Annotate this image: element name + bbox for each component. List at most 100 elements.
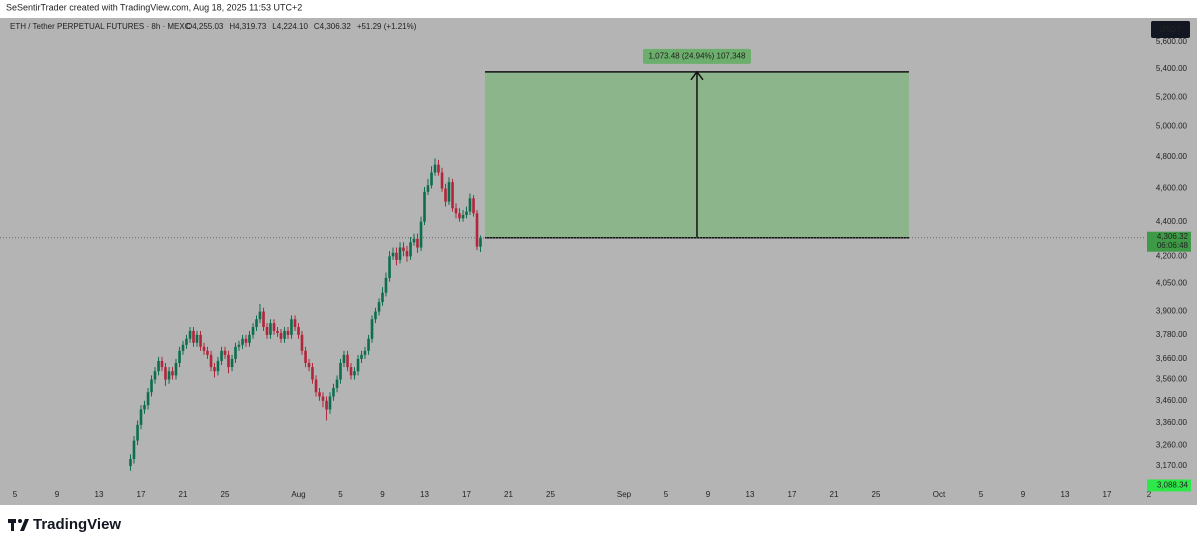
y-tick-label: 4,050.00 (1156, 279, 1188, 288)
x-tick-label: Sep (617, 490, 632, 499)
candle-body (143, 405, 146, 410)
candle-body (321, 396, 325, 401)
candle-body (230, 358, 234, 368)
candle-body (258, 311, 262, 320)
candle-body (234, 346, 237, 359)
candle-body (440, 172, 444, 189)
candle-body (335, 379, 339, 388)
candle-body (437, 164, 440, 173)
candle-body (139, 409, 143, 425)
candle-body (241, 338, 244, 345)
y-tick-label: 4,800.00 (1156, 152, 1188, 161)
candle-body (286, 330, 290, 335)
candle-body (153, 371, 157, 380)
y-tick-label: 3,660.00 (1156, 354, 1188, 363)
x-tick-label: 17 (788, 490, 797, 499)
x-tick-label: 9 (706, 490, 711, 499)
x-tick-label: 5 (979, 490, 984, 499)
last-price-label: 4,306.32 (1157, 232, 1189, 241)
candle-body (332, 387, 335, 397)
candle-body (157, 360, 160, 372)
candle-body (272, 323, 276, 331)
candle-body (248, 334, 251, 343)
currency-label[interactable]: USDT (1159, 25, 1181, 34)
candle-body (293, 319, 297, 328)
candle-body (279, 332, 283, 339)
candle-body (398, 247, 402, 260)
candle-body (209, 354, 213, 368)
legend-value: C4,306.32 (314, 22, 351, 31)
x-tick-label: 9 (55, 490, 60, 499)
candle-body (178, 350, 181, 363)
credit: SeSentirTrader created with TradingView.… (6, 2, 302, 12)
x-tick-label: 17 (1103, 490, 1112, 499)
candle-body (416, 238, 419, 248)
candle-body (297, 327, 300, 335)
low-marker-label: 3,088.34 (1157, 481, 1189, 490)
candle-body (192, 330, 195, 343)
candle-body (311, 367, 314, 380)
y-tick-label: 3,900.00 (1156, 307, 1188, 316)
candle-body (146, 392, 150, 406)
candle-body (447, 182, 451, 202)
x-tick-label: 9 (1021, 490, 1026, 499)
candle-body (220, 350, 223, 361)
candle-body (202, 346, 206, 351)
x-tick-label: 13 (420, 490, 429, 499)
candle-body (423, 191, 426, 222)
candle-body (136, 424, 139, 441)
candle-body (458, 213, 461, 219)
candle-body (314, 379, 318, 393)
candle-body (475, 213, 479, 247)
y-tick-label: 3,360.00 (1156, 418, 1188, 427)
candle-body (370, 319, 374, 339)
y-tick-label: 3,560.00 (1156, 375, 1188, 384)
x-tick-label: 21 (504, 490, 513, 499)
y-tick-label: 5,400.00 (1156, 64, 1188, 73)
candle-body (167, 371, 171, 380)
candle-body (164, 367, 167, 380)
x-tick-label: 5 (664, 490, 669, 499)
x-tick-label: 13 (1061, 490, 1070, 499)
candle-body (426, 185, 430, 192)
legend-value: O4,255.03 (186, 22, 224, 31)
candle-body (433, 164, 437, 173)
candle-body (174, 362, 178, 376)
candle-body (388, 256, 391, 278)
y-tick-label: 3,260.00 (1156, 440, 1188, 449)
candle-body (419, 221, 423, 248)
candle-body (132, 440, 136, 460)
candle-body (349, 367, 353, 376)
candle-body (304, 350, 307, 363)
y-tick-label: 4,400.00 (1156, 217, 1188, 226)
candle-body (171, 371, 174, 376)
candle-body (402, 247, 405, 252)
candle-body (318, 392, 321, 397)
x-tick-label: 25 (546, 490, 555, 499)
y-tick-label: 5,000.00 (1156, 122, 1188, 131)
candle-body (328, 396, 332, 410)
candle-body (339, 362, 342, 380)
legend-value: H4,319.73 (229, 22, 266, 31)
x-tick-label: 5 (338, 490, 343, 499)
candle-body (206, 350, 209, 355)
x-tick-label: 9 (380, 490, 385, 499)
legend-value: +51.29 (+1.21%) (357, 22, 417, 31)
candle-body (223, 350, 227, 355)
x-tick-label: 25 (221, 490, 230, 499)
candle-body (307, 362, 311, 368)
candle-body (216, 360, 220, 372)
candle-body (367, 338, 370, 351)
candle-body (412, 238, 416, 243)
candle-body (325, 400, 328, 410)
candle-body (283, 330, 286, 339)
candle-body (262, 311, 265, 328)
x-tick-label: Aug (291, 490, 305, 499)
symbol: ETH / Tether PERPETUAL FUTURES · 8h · ME… (10, 22, 191, 31)
candle-body (391, 252, 395, 257)
candle-body (405, 251, 409, 257)
x-tick-label: 21 (179, 490, 188, 499)
x-tick-label: 13 (746, 490, 755, 499)
x-tick-label: 17 (462, 490, 471, 499)
last-price-tag (1147, 231, 1191, 252)
